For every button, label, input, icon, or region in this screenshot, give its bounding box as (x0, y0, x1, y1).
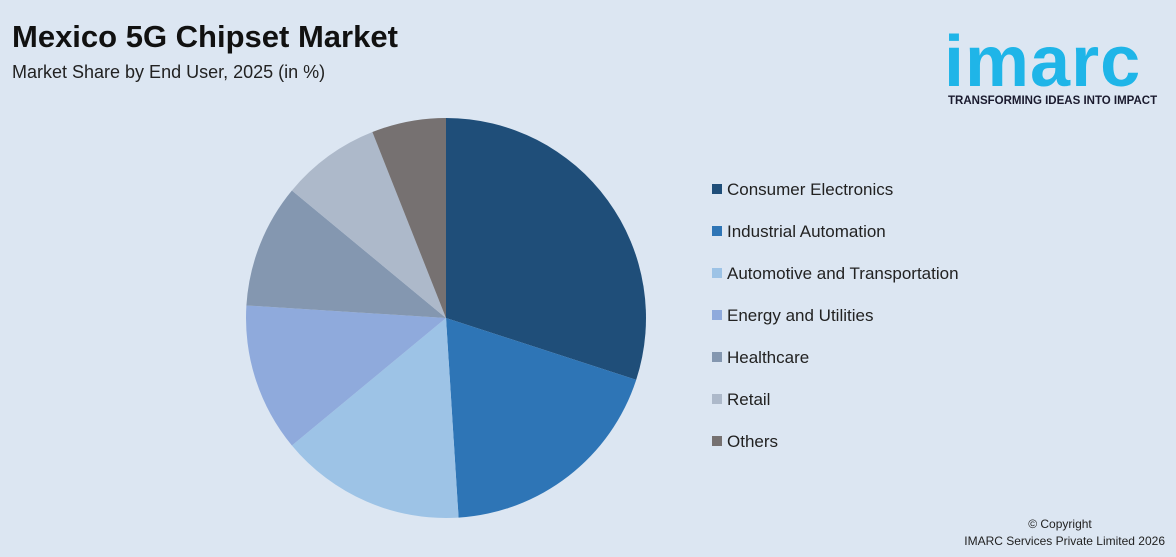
legend-label: Consumer Electronics (727, 180, 893, 199)
legend-swatch (712, 268, 722, 278)
legend-label: Healthcare (727, 348, 809, 367)
pie-slice (291, 318, 459, 518)
chart-title: Mexico 5G Chipset Market (12, 19, 398, 54)
legend-swatch (712, 310, 722, 320)
legend-label: Energy and Utilities (727, 306, 873, 325)
legend-label: Automotive and Transportation (727, 264, 959, 283)
legend-label: Others (727, 432, 778, 451)
logo-tagline: TRANSFORMING IDEAS INTO IMPACT (948, 95, 1157, 107)
pie-slice (446, 118, 646, 380)
legend-swatch (712, 394, 722, 404)
legend-swatch (712, 226, 722, 236)
pie-slice (246, 190, 446, 318)
pie-slice (372, 118, 446, 318)
copyright-owner: IMARC Services Private Limited 2026 (964, 534, 1165, 548)
copyright: © Copyright (1028, 517, 1092, 531)
legend-swatch (712, 436, 722, 446)
legend-label: Retail (727, 390, 770, 409)
chart-subtitle: Market Share by End User, 2025 (in %) (12, 62, 325, 82)
legend-label: Industrial Automation (727, 222, 886, 241)
pie-slice (446, 318, 637, 518)
legend-swatch (712, 184, 722, 194)
legend-swatch (712, 352, 722, 362)
logo: imarc (944, 22, 1141, 102)
pie-slice (245, 305, 446, 446)
pie-slice (291, 132, 446, 318)
